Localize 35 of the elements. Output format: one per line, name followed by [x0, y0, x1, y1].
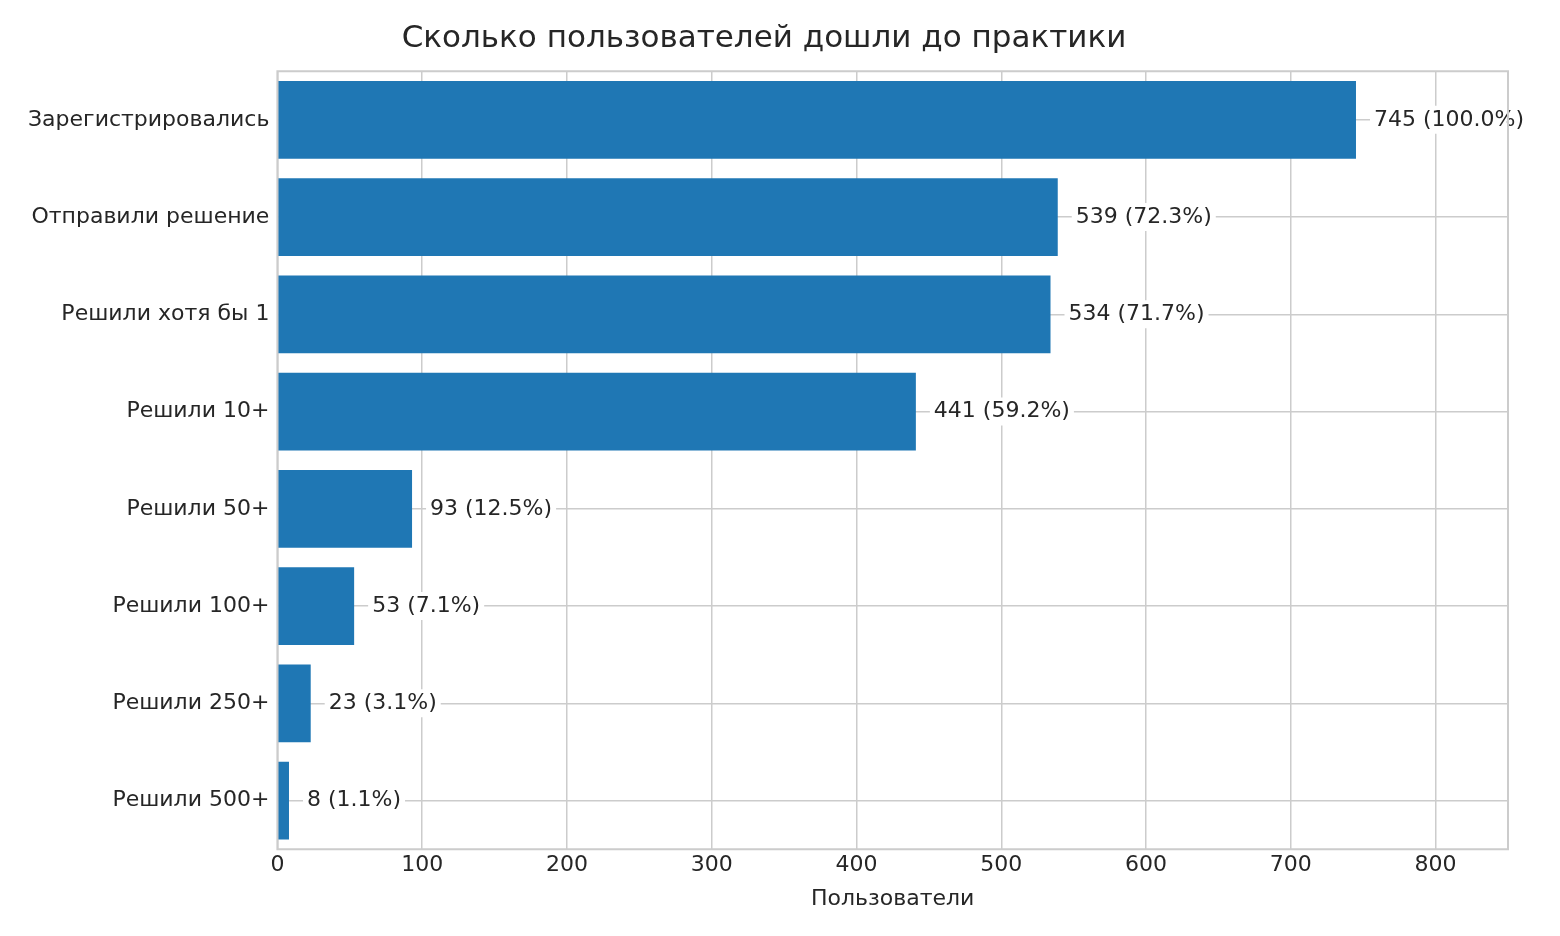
- data-label: 93 (12.5%): [430, 494, 553, 520]
- bar: [278, 80, 1356, 159]
- y-tick-label: Решили 10+: [126, 397, 270, 423]
- bar: [278, 761, 289, 840]
- data-label: 745 (100.0%): [1373, 105, 1525, 131]
- x-tick-label: 0: [270, 851, 285, 877]
- y-tick-label: Решили 250+: [112, 689, 270, 715]
- data-label: 539 (72.3%): [1075, 202, 1212, 228]
- x-tick-label: 600: [1125, 851, 1168, 877]
- y-tick-label: Отправили решение: [31, 202, 270, 228]
- bar: [278, 664, 311, 743]
- y-tick-label: Зарегистрировались: [27, 105, 270, 131]
- x-axis-title: Пользователи: [811, 884, 975, 910]
- data-label: 53 (7.1%): [372, 591, 481, 617]
- y-tick-label: Решили хотя бы 1: [61, 300, 270, 326]
- x-tick-label: 200: [545, 851, 588, 877]
- x-tick-label: 100: [401, 851, 444, 877]
- x-tick-label: 500: [980, 851, 1023, 877]
- x-tick-label: 700: [1269, 851, 1312, 877]
- data-label: 23 (3.1%): [328, 689, 437, 715]
- x-tick-label: 400: [835, 851, 878, 877]
- data-label: 534 (71.7%): [1068, 300, 1205, 326]
- bar: [278, 178, 1058, 256]
- x-tick-label: 800: [1414, 851, 1457, 877]
- y-tick-label: Решили 50+: [126, 494, 270, 520]
- data-label: 441 (59.2%): [933, 397, 1070, 423]
- y-tick-label: Решили 500+: [112, 786, 270, 812]
- bar: [278, 275, 1051, 354]
- x-tick-label: 300: [690, 851, 733, 877]
- data-label: 8 (1.1%): [306, 786, 402, 812]
- bar: [278, 372, 916, 451]
- y-tick-label: Решили 100+: [112, 591, 270, 617]
- chart-title: Сколько пользователей дошли до практики: [401, 17, 1127, 54]
- bar: [278, 469, 413, 548]
- bar: [278, 567, 355, 645]
